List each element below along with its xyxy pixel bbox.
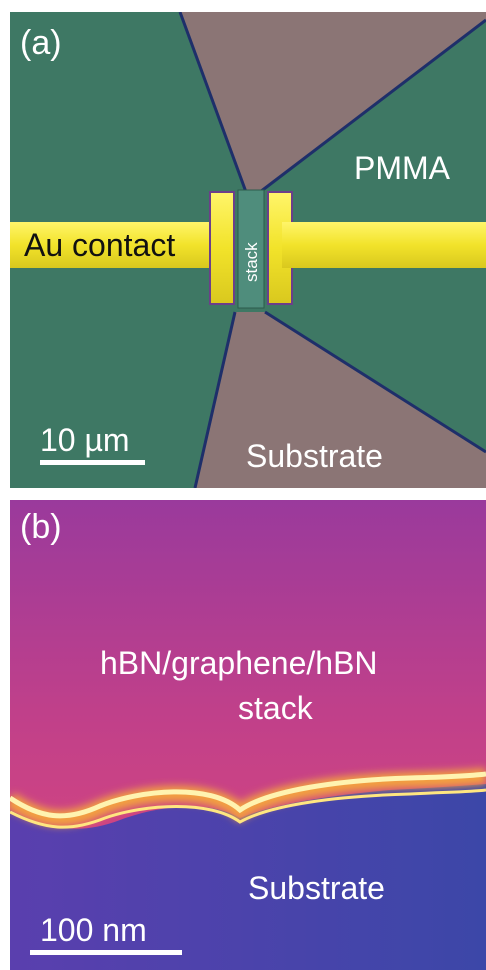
au-contact-right-bar [282, 222, 486, 268]
scale-bar-label: 10 µm [40, 422, 130, 458]
panel-a-letter: (a) [20, 24, 62, 62]
panel-a-micrograph: (a) PMMA Au contact stack Substrate 10 µ… [10, 12, 486, 488]
scale-bar [40, 460, 145, 465]
false-color-image [10, 500, 486, 970]
edge-line [264, 310, 486, 454]
stack-channel [237, 189, 265, 309]
edge-line [193, 311, 237, 488]
stack-label-line2: stack [238, 690, 313, 726]
pmma-label: PMMA [354, 150, 450, 186]
edge-line [259, 18, 486, 194]
interface-line-upper [10, 771, 486, 819]
substrate-label: Substrate [246, 438, 383, 474]
edge-line [178, 12, 248, 193]
panel-b-letter: (b) [20, 508, 62, 546]
substrate-label: Substrate [248, 870, 385, 906]
panel-b-image: (b) hBN/graphene/hBN stack Substrate 100… [10, 500, 486, 970]
interface-line-lower [10, 788, 486, 829]
au-contact-left-bar [10, 222, 220, 268]
substrate-region [10, 784, 486, 970]
micrograph-image [10, 12, 486, 488]
substrate-top-wedge [180, 12, 486, 192]
au-contact-left-pad [209, 191, 235, 305]
substrate-bottom-wedge [195, 312, 486, 488]
au-contact-label: Au contact [24, 227, 176, 263]
stack-label: stack [242, 242, 261, 282]
scale-bar [30, 950, 182, 955]
scale-bar-label: 100 nm [40, 912, 147, 948]
stack-label-line1: hBN/graphene/hBN [100, 645, 378, 681]
